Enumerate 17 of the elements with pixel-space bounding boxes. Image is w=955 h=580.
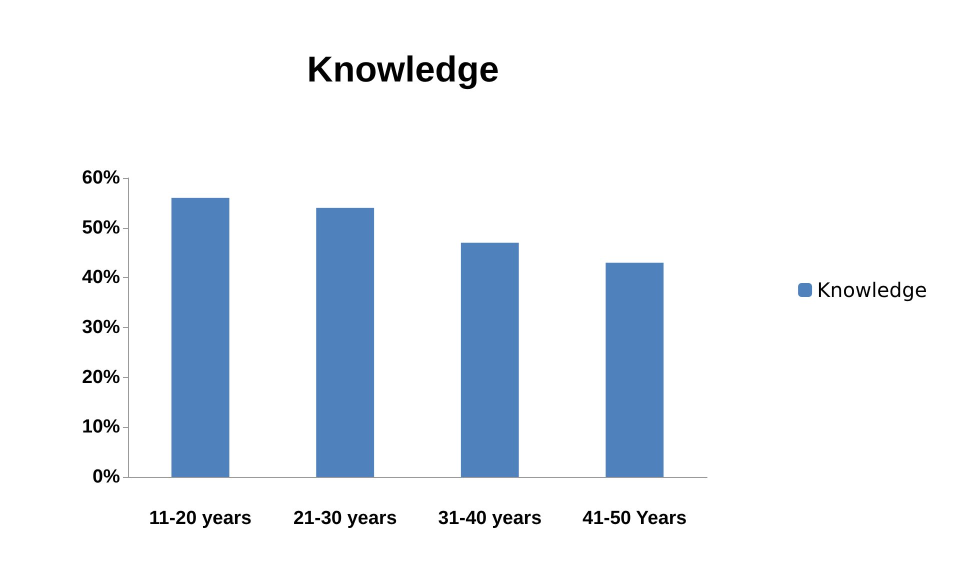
legend-label: Knowledge	[817, 278, 928, 302]
bar	[171, 198, 230, 477]
bar	[460, 242, 519, 477]
y-tick-label: 30%	[82, 317, 120, 338]
y-tick-label: 60%	[82, 168, 120, 188]
y-tick-label: 50%	[82, 217, 120, 238]
y-tick-label: 10%	[82, 416, 120, 438]
x-tick-label: 11-20 years	[149, 508, 252, 529]
bar	[606, 262, 664, 477]
y-tick-label: 0%	[92, 466, 120, 488]
y-tick-label: 20%	[82, 366, 120, 388]
y-tick-label: 40%	[82, 267, 120, 288]
x-tick-label: 41-50 Years	[582, 508, 687, 529]
x-tick-label: 21-30 years	[293, 508, 397, 529]
chart-title: Knowledge	[306, 48, 500, 90]
bar	[316, 208, 374, 477]
x-tick-label: 31-40 years	[438, 508, 542, 529]
